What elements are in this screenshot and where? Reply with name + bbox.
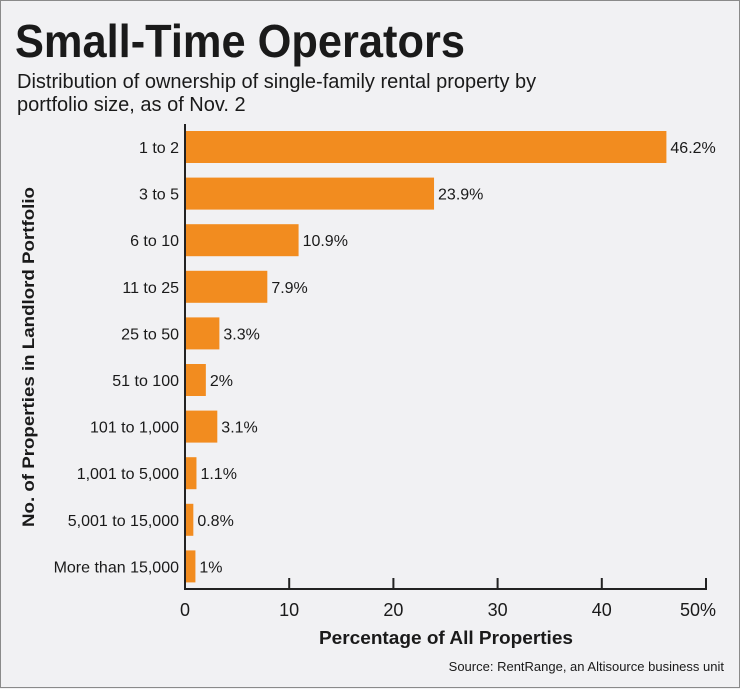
y-axis-label: No. of Properties in Landlord Portfolio bbox=[19, 187, 38, 527]
bar bbox=[185, 177, 435, 210]
category-label: 3 to 5 bbox=[139, 187, 179, 204]
data-label: 23.9% bbox=[438, 187, 483, 204]
category-label: 1,001 to 5,000 bbox=[77, 466, 179, 483]
data-label: 2% bbox=[210, 373, 233, 390]
bar bbox=[185, 364, 206, 396]
x-tick-label: 0 bbox=[180, 600, 190, 620]
chart-title: Small-Time Operators bbox=[15, 15, 465, 67]
category-label: 11 to 25 bbox=[122, 280, 179, 297]
x-tick-label: 40 bbox=[592, 600, 612, 620]
category-label: 25 to 50 bbox=[121, 326, 179, 343]
x-tick-label: 50% bbox=[680, 600, 716, 620]
data-label: 3.3% bbox=[223, 326, 259, 343]
bar bbox=[185, 131, 667, 163]
category-label: 51 to 100 bbox=[112, 373, 179, 390]
bar bbox=[185, 503, 194, 536]
data-label: 0.8% bbox=[197, 513, 233, 530]
data-label: 7.9% bbox=[271, 280, 307, 297]
bar bbox=[185, 457, 197, 490]
x-axis-label: Percentage of All Properties bbox=[319, 628, 573, 648]
x-tick-label: 30 bbox=[488, 600, 508, 620]
category-label: 6 to 10 bbox=[130, 233, 179, 250]
chart-subtitle-line-1: Distribution of ownership of single-fami… bbox=[17, 71, 536, 93]
category-label: More than 15,000 bbox=[54, 559, 180, 576]
category-label: 101 to 1,000 bbox=[90, 420, 179, 437]
data-label: 10.9% bbox=[303, 233, 348, 250]
bar bbox=[185, 410, 218, 443]
data-label: 1.1% bbox=[200, 466, 236, 483]
category-label: 5,001 to 15,000 bbox=[68, 513, 179, 530]
x-tick-label: 10 bbox=[279, 600, 299, 620]
x-tick-label: 20 bbox=[383, 600, 403, 620]
bar bbox=[185, 550, 196, 583]
bar bbox=[185, 224, 299, 257]
data-label: 1% bbox=[199, 559, 222, 576]
data-label: 46.2% bbox=[670, 140, 715, 157]
data-label: 3.1% bbox=[221, 420, 257, 437]
source-note: Source: RentRange, an Altisource busines… bbox=[449, 659, 725, 674]
chart-subtitle-line-2: portfolio size, as of Nov. 2 bbox=[17, 94, 246, 116]
bar bbox=[185, 317, 220, 350]
bar bbox=[185, 270, 268, 303]
category-label: 1 to 2 bbox=[139, 140, 179, 157]
